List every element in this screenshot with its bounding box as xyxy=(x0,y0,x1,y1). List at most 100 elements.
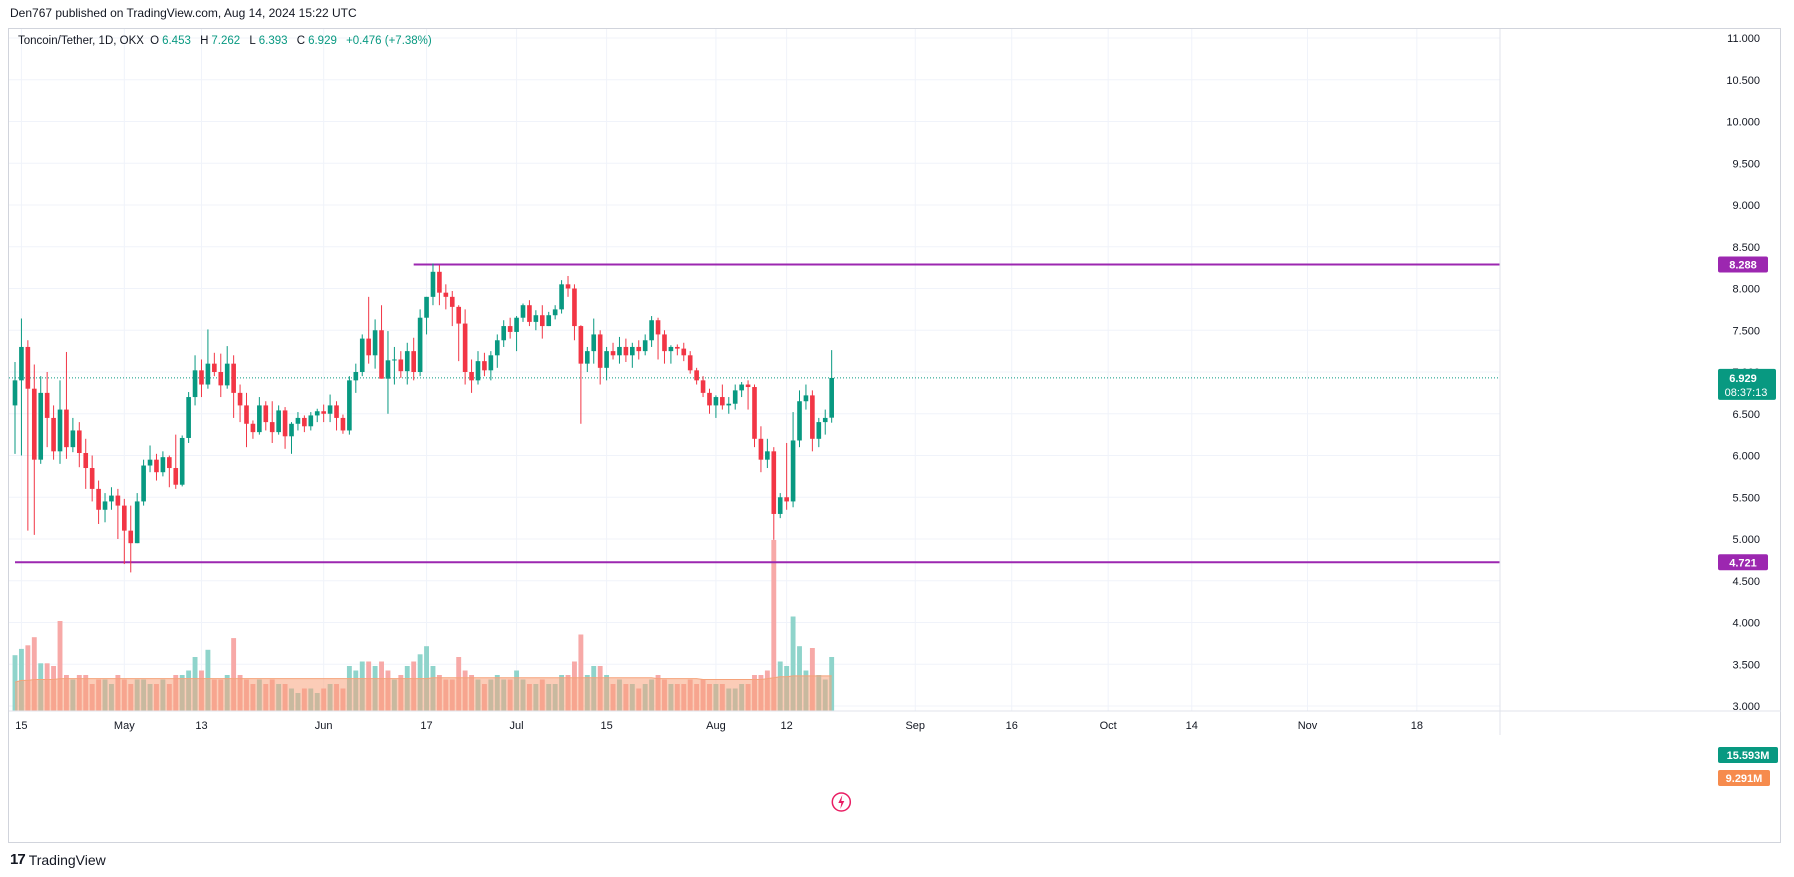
candle-body xyxy=(417,317,423,372)
last-price-label: 6.929 xyxy=(1729,373,1757,385)
time-tick-label: Jul xyxy=(510,720,524,732)
candle-body xyxy=(816,422,822,439)
bolt-glyph-icon xyxy=(838,795,845,809)
time-tick-label: 15 xyxy=(600,720,612,732)
candle-body xyxy=(539,315,545,327)
candle-body xyxy=(109,495,114,502)
level-price-label: 8.288 xyxy=(1729,259,1757,271)
price-tick-label: 9.500 xyxy=(1732,158,1760,170)
candle-body xyxy=(186,397,191,438)
volume-ma-label: 9.291M xyxy=(1726,773,1763,785)
volume-bar xyxy=(57,621,63,711)
legend-close: 6.929 xyxy=(308,35,337,47)
candle-body xyxy=(720,397,725,406)
candle-body xyxy=(668,346,674,352)
legend-high: 7.262 xyxy=(211,35,241,47)
candle-body xyxy=(649,320,654,341)
candle-body xyxy=(366,338,371,356)
candle-body xyxy=(308,415,314,427)
price-tick-label: 9.000 xyxy=(1732,200,1760,212)
volume-ma-line xyxy=(14,675,832,683)
candle-body xyxy=(700,380,706,393)
candle-body xyxy=(96,488,101,510)
candle-body xyxy=(514,317,519,332)
candle-body xyxy=(199,370,204,385)
legend-low-label: L xyxy=(249,35,256,47)
candle-body xyxy=(64,409,69,448)
legend-close-label: C xyxy=(296,35,306,47)
candle-body xyxy=(173,468,179,485)
candle-body xyxy=(76,430,82,453)
last-price-badge xyxy=(1718,368,1776,400)
candle-body xyxy=(44,392,50,418)
volume-bar xyxy=(25,645,31,711)
price-tick-label: 8.000 xyxy=(1732,284,1760,296)
level-price-badge xyxy=(1718,256,1768,273)
candle-body xyxy=(726,403,732,406)
candle-body xyxy=(102,501,108,510)
candle-body xyxy=(437,271,442,293)
candle-body xyxy=(617,346,622,356)
price-tick-label: 4.000 xyxy=(1732,618,1760,630)
candle-body xyxy=(732,390,738,404)
volume-ma-badge xyxy=(1718,770,1770,786)
candle-body xyxy=(257,405,262,433)
candle-body xyxy=(147,459,153,466)
candle-body xyxy=(572,288,577,327)
candle-body xyxy=(623,346,629,356)
candle-body xyxy=(25,346,31,389)
candle-body xyxy=(334,405,339,418)
level-price-label: 4.721 xyxy=(1729,557,1757,569)
candle-body xyxy=(353,372,359,381)
candle-body xyxy=(771,451,777,514)
candle-body xyxy=(591,334,597,352)
candle-body xyxy=(205,363,211,385)
candle-body xyxy=(456,306,462,324)
candle-body xyxy=(122,505,127,531)
candle-body xyxy=(584,351,590,364)
candle-body xyxy=(630,346,635,356)
candle-body xyxy=(681,348,687,356)
candle-body xyxy=(424,296,429,318)
time-tick-label: Nov xyxy=(1298,720,1318,732)
candle-body xyxy=(276,410,281,433)
candle-body xyxy=(758,438,764,460)
candle-body xyxy=(340,417,346,431)
time-tick-label: May xyxy=(114,720,135,732)
candle-body xyxy=(803,395,809,402)
candle-body xyxy=(302,417,307,427)
candle-body xyxy=(237,392,243,406)
candle-body xyxy=(604,351,609,368)
candle-body xyxy=(565,284,571,289)
candle-body xyxy=(167,457,172,469)
candle-body xyxy=(282,410,288,437)
candle-body xyxy=(19,346,24,381)
candle-body xyxy=(250,423,256,433)
candle-body xyxy=(482,361,487,371)
candle-body xyxy=(829,377,834,418)
time-tick-label: 17 xyxy=(420,720,432,732)
chart-frame[interactable] xyxy=(8,28,1781,843)
legend-open: 6.453 xyxy=(162,35,191,47)
candle-body xyxy=(507,326,513,332)
time-tick-label: Jun xyxy=(315,720,333,732)
time-tick-label: 12 xyxy=(781,720,793,732)
footer-brand[interactable]: 17 TradingView xyxy=(10,851,106,868)
legend-high-label: H xyxy=(200,35,209,47)
candle-body xyxy=(160,457,166,473)
price-tick-label: 4.500 xyxy=(1732,576,1760,588)
candle-body xyxy=(12,380,18,406)
tradingview-logo-icon: 17 xyxy=(10,851,26,868)
volume-bar xyxy=(578,634,584,711)
candle-body xyxy=(115,495,121,506)
volume-label: 15.593M xyxy=(1727,750,1770,762)
price-tick-label: 11.000 xyxy=(1727,33,1760,45)
candle-body xyxy=(559,284,564,310)
time-tick-label: 15 xyxy=(15,720,27,732)
candle-body xyxy=(597,334,603,368)
candle-body xyxy=(57,409,63,452)
price-tick-label: 10.000 xyxy=(1726,117,1760,129)
legend-low: 6.393 xyxy=(258,35,288,47)
